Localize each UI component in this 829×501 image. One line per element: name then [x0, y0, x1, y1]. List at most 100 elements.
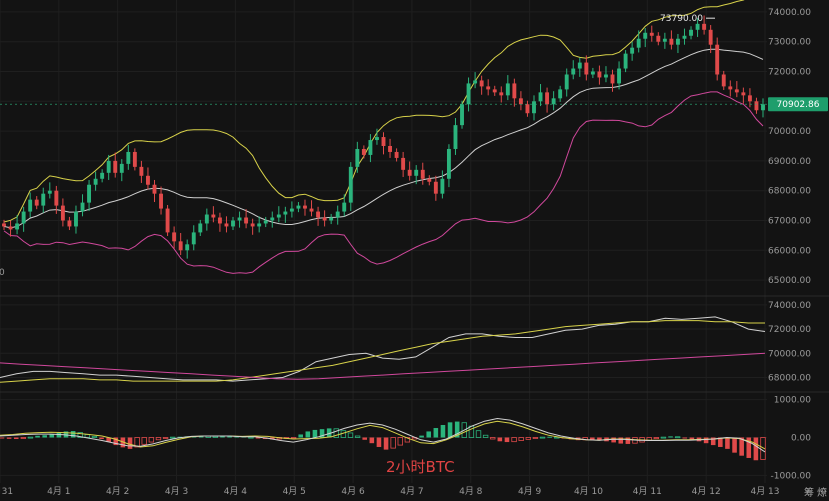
y-tick-label: 65000.00: [768, 276, 811, 286]
macd-signal-line: [0, 417, 766, 453]
candle-body: [525, 104, 530, 114]
macd-histogram-bar: [447, 422, 453, 438]
macd-histogram-bar: [718, 437, 723, 447]
candle-body: [211, 214, 216, 218]
candle-body: [322, 217, 327, 221]
macd-histogram-bar: [42, 435, 47, 438]
macd-histogram-bar: [56, 432, 62, 438]
candle-body: [185, 244, 190, 251]
candle-body: [93, 178, 98, 185]
candle-body: [643, 32, 648, 39]
macd-histogram-bar: [590, 437, 595, 440]
candle-body: [152, 184, 157, 194]
candle-body: [558, 89, 563, 99]
macd-histogram-bar: [6, 437, 12, 439]
candle-body: [636, 38, 641, 48]
y-tick-label: 68000.00: [768, 373, 811, 383]
candle-body: [41, 193, 46, 206]
candle-body: [283, 211, 288, 215]
y-tick-label: 72000.00: [768, 68, 811, 78]
candle-body: [172, 232, 177, 242]
macd-histogram-bar: [539, 436, 546, 439]
candle-body: [708, 29, 713, 45]
y-tick-label: 73000.00: [768, 38, 811, 48]
y-tick-label: -1000.00: [771, 471, 812, 481]
candle-body: [617, 68, 621, 84]
candle-body: [728, 86, 733, 90]
macd-histogram-bar: [497, 437, 503, 442]
macd-histogram-bar: [49, 434, 55, 438]
candle-body: [47, 190, 52, 194]
macd-histogram-bar: [753, 437, 759, 461]
candle-body: [289, 208, 294, 212]
candle-body: [584, 62, 589, 75]
candle-body: [74, 211, 78, 227]
macd-histogram-bar: [269, 437, 275, 440]
macd-histogram-bar: [91, 435, 98, 438]
macd-histogram-bar: [525, 437, 531, 440]
candle-body: [747, 95, 752, 102]
candle-body: [551, 98, 556, 105]
y-tick-label: 67000.00: [768, 216, 811, 226]
y-tick-label: 70000.00: [768, 127, 811, 137]
candle-body: [492, 89, 497, 93]
macd-histogram-bar: [454, 421, 460, 438]
macd-histogram-bar: [319, 429, 325, 438]
candle-body: [479, 80, 484, 87]
candle-body: [139, 166, 144, 176]
candle-body: [106, 160, 111, 173]
candle-body: [401, 157, 406, 170]
macd-histogram-bar: [475, 430, 482, 438]
candle-body: [669, 38, 674, 45]
candle-body: [165, 208, 170, 233]
candle-body: [741, 92, 746, 96]
candle-body: [734, 89, 739, 93]
candle-body: [361, 148, 366, 155]
x-tick-label: 4月 7: [400, 486, 423, 497]
candle-body: [67, 220, 72, 227]
macd-histogram-bar: [113, 437, 119, 446]
macd-histogram-bar: [518, 437, 524, 441]
macd-histogram-bar: [220, 436, 225, 438]
candle-body: [407, 169, 412, 176]
candle-body: [132, 151, 137, 167]
y-tick-label: 74000.00: [768, 301, 811, 311]
macd-histogram-bar: [234, 436, 239, 438]
macd-histogram-bar: [703, 437, 709, 444]
macd-histogram-bar: [710, 437, 716, 446]
candle-body: [761, 104, 765, 111]
macd-histogram-bar: [141, 437, 147, 445]
macd-histogram-bar: [739, 437, 744, 456]
candle-body: [276, 214, 281, 218]
macd-histogram-bar: [682, 437, 688, 439]
candle-body: [270, 217, 275, 221]
candle-body: [237, 217, 242, 221]
candle-body: [8, 226, 13, 230]
candle-body: [303, 205, 307, 209]
candle-body: [329, 217, 334, 221]
moving-average-line: [0, 352, 766, 380]
candle-body: [597, 71, 602, 78]
candle-body: [538, 92, 543, 102]
x-tick-label: 4月 9: [518, 486, 542, 497]
candle-body: [159, 193, 163, 209]
candle-body: [28, 199, 33, 212]
candle-body: [80, 202, 85, 212]
macd-histogram-bar: [760, 437, 766, 460]
macd-histogram-bar: [674, 436, 681, 439]
last-price-value: 70902.86: [777, 100, 820, 110]
bollinger-lower-line: [3, 91, 764, 274]
macd-histogram-bar: [77, 432, 83, 438]
candle-body: [754, 101, 759, 111]
macd-histogram-bar: [63, 431, 69, 438]
macd-histogram-bar: [397, 437, 403, 446]
macd-histogram-bar: [354, 435, 361, 438]
x-tick-label: 4月 12: [692, 486, 721, 497]
y-tick-label: 68000.00: [768, 187, 811, 197]
macd-histogram-bar: [660, 436, 667, 439]
macd-histogram-bar: [162, 437, 169, 439]
macd-histogram-bar: [177, 436, 183, 438]
macd-histogram-bar: [27, 436, 34, 439]
bollinger-upper-line: [3, 0, 745, 223]
macd-histogram-bar: [255, 437, 261, 439]
